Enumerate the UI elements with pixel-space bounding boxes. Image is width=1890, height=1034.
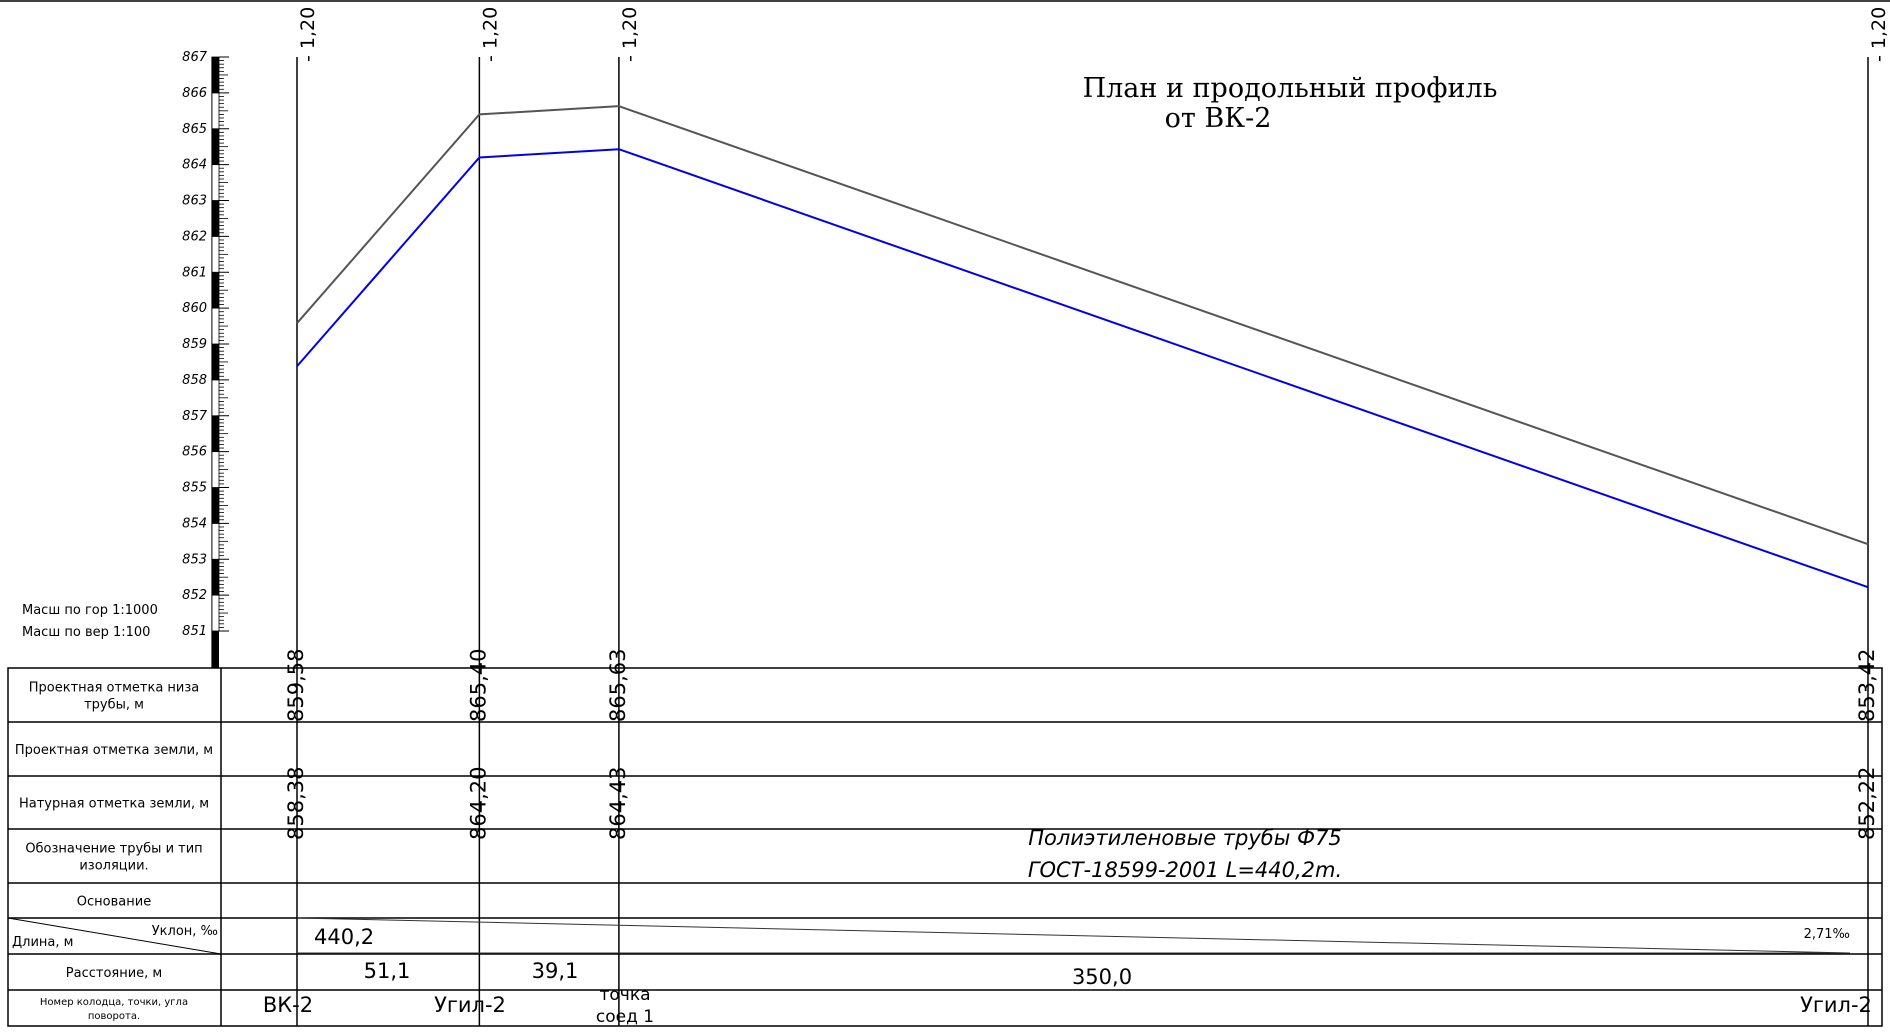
scale-label: 853: [182, 552, 207, 567]
distance-value: 350,0: [1072, 965, 1132, 989]
table-row-header: поворота.: [88, 1011, 140, 1022]
pipe-invert-value: 865,63: [606, 649, 630, 722]
scale-bar-segment: [211, 200, 220, 237]
table-row-header: Расстояние, м: [66, 966, 162, 981]
slope-header: Уклон, ‰: [152, 924, 218, 939]
profile-table: Проектная отметка низа трубы, м Проектная …: [7, 649, 1883, 1027]
table-row-header: изоляции.: [79, 859, 148, 874]
station-name: точка: [599, 985, 650, 1005]
scale-bar-segment: [211, 307, 220, 345]
scale-label: 861: [182, 265, 207, 280]
station-name: соед 1: [596, 1007, 654, 1027]
elevation-values: 859,58 858,38 865,40 864,20 865,63 864,43 853,…: [284, 649, 1879, 840]
scale-bar-segment: [211, 164, 220, 201]
distance-value: 51,1: [364, 959, 411, 983]
scale-label: 860: [182, 301, 207, 316]
pipe-invert-value: 865,40: [466, 649, 490, 722]
pipe-invert-value: 853,42: [1855, 649, 1879, 722]
table-frame: [7, 667, 1883, 1027]
scale-bar-segment: [211, 92, 220, 130]
scale-bar-foot: [212, 631, 219, 668]
length-slope-split: [7, 917, 222, 955]
table-row-lines: [8, 721, 1882, 991]
slope-triangle: [296, 917, 1851, 954]
table-row-header: Обозначение трубы и тип: [25, 842, 202, 857]
station-name: Угил-2: [434, 993, 506, 1017]
scale-label: 866: [182, 86, 207, 101]
depth-label: - 1,20: [297, 7, 319, 62]
scale-label: 852: [182, 588, 207, 603]
natural-ground-value: 864,43: [606, 767, 630, 840]
pipe-description-line1: Полиэтиленовые трубы Ф75: [1028, 826, 1342, 850]
scale-label: 857: [182, 409, 208, 424]
scale-label: 864: [182, 158, 207, 173]
scale-bar-segment: [211, 128, 220, 166]
pipe-invert-line: [296, 148, 1869, 589]
vertical-scale-bar: 867 866 865 864 863 862 861 860 859 858 857 856 855 8…: [182, 50, 229, 668]
scale-label: 854: [182, 516, 207, 531]
length-header: Длина, м: [12, 935, 73, 950]
scale-label: 867: [182, 50, 208, 65]
depth-label: - 1,20: [1868, 7, 1890, 62]
scale-label: 856: [182, 445, 207, 460]
scale-bar-segment: [211, 522, 220, 560]
depth-label: - 1,20: [619, 7, 641, 62]
drawing-title: План и продольный профиль: [1083, 73, 1498, 104]
horizontal-scale-label: Масш по гор 1:1000: [22, 603, 158, 618]
scale-label: 859: [182, 337, 207, 352]
table-row-headers: Проектная отметка низа трубы, м Проектная …: [15, 681, 213, 1022]
length-value: 440,2: [314, 925, 374, 949]
scale-bar-segment: [211, 594, 220, 632]
scale-bar-segment: [211, 487, 220, 524]
table-row-header: Основание: [77, 895, 151, 910]
table-row-header: трубы, м: [84, 698, 144, 713]
station-name: Угил-2: [1800, 993, 1872, 1017]
scale-bar-segment: [211, 558, 220, 596]
table-row-header: Натурная отметка земли, м: [19, 797, 209, 812]
station-lines: - 1,20 - 1,20 - 1,20 - 1,20: [296, 7, 1890, 1026]
scale-label: 863: [182, 194, 207, 209]
distance-value: 39,1: [532, 959, 579, 983]
ground-line: [296, 105, 1869, 546]
scale-label: 851: [182, 624, 207, 639]
table-row-header: Проектная отметка земли, м: [15, 743, 213, 758]
scale-bar-segment: [211, 235, 220, 273]
scale-bar-segment: [211, 56, 220, 94]
scale-label: 855: [182, 481, 207, 496]
scale-bar-segment: [211, 343, 220, 381]
natural-ground-value: 852,22: [1855, 767, 1879, 840]
scale-label: 865: [182, 122, 207, 137]
natural-ground-value: 864,20: [466, 767, 490, 840]
scale-bar-segment: [211, 379, 220, 417]
scale-label: 862: [182, 229, 207, 244]
natural-ground-value: 858,38: [284, 767, 308, 840]
slope-value: 2,71‰: [1804, 927, 1850, 942]
scale-bar-segment: [211, 415, 220, 453]
scale-bar-segment: [211, 271, 220, 309]
drawing-subtitle: от ВК-2: [1165, 103, 1272, 134]
depth-label: - 1,20: [479, 7, 501, 62]
table-row-header: Проектная отметка низа: [29, 681, 200, 696]
vertical-scale-label: Масш по вер 1:100: [22, 625, 150, 640]
scale-bar-segment: [211, 451, 220, 488]
scale-label: 858: [182, 373, 207, 388]
pipe-description-line2: ГОСТ-18599-2001 L=440,2m.: [1028, 858, 1342, 882]
station-name: ВК-2: [263, 993, 313, 1017]
pipe-invert-value: 859,58: [284, 649, 308, 722]
table-row-header: Номер колодца, точки, угла: [40, 997, 188, 1008]
